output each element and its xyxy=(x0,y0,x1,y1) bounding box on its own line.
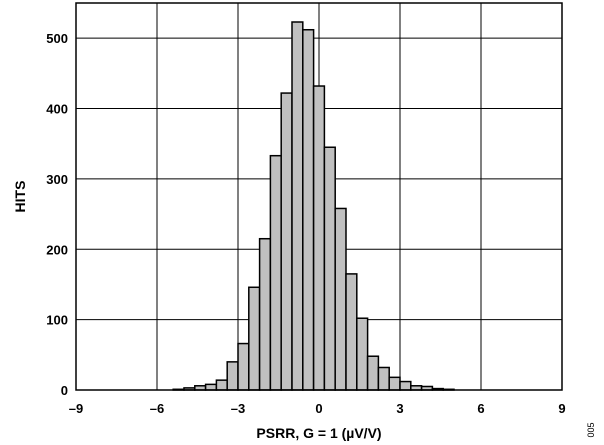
y-tick-label: 0 xyxy=(61,383,68,398)
x-axis-title: PSRR, G = 1 (µV/V) xyxy=(256,425,381,441)
histogram-bar xyxy=(204,383,218,391)
y-tick-label: 500 xyxy=(46,31,68,46)
y-tick-label: 300 xyxy=(46,172,68,187)
y-tick-label: 100 xyxy=(46,313,68,328)
histogram-bar xyxy=(215,379,228,391)
x-tick-label: –3 xyxy=(231,401,245,416)
histogram-bar xyxy=(356,317,369,391)
x-tick-label: –9 xyxy=(69,401,83,416)
figure-id: 005 xyxy=(586,422,596,437)
histogram-bar xyxy=(291,21,304,391)
x-tick-label: 6 xyxy=(477,401,484,416)
histogram-bar xyxy=(366,355,380,391)
histogram-bar xyxy=(280,92,293,391)
histogram-bar xyxy=(388,376,401,391)
histogram-bar xyxy=(334,207,347,391)
histogram-bar xyxy=(269,154,282,391)
histogram-bar xyxy=(258,237,272,391)
histogram-bar xyxy=(302,28,315,391)
plot-frame xyxy=(75,2,563,391)
y-tick-label: 200 xyxy=(46,242,68,257)
y-axis-title: HITS xyxy=(12,181,28,213)
histogram-bar xyxy=(345,273,358,391)
x-tick-labels: –9 –6 –3 0 3 6 9 xyxy=(69,401,566,416)
histogram-bar xyxy=(323,146,336,391)
grid-lines xyxy=(75,3,563,391)
histogram-bar xyxy=(399,380,412,391)
histogram-bar xyxy=(312,85,326,391)
x-tick-label: 3 xyxy=(396,401,403,416)
y-tick-label: 400 xyxy=(46,102,68,117)
histogram-bar xyxy=(237,342,250,391)
x-tick-label: 0 xyxy=(315,401,322,416)
histogram-bar xyxy=(248,286,261,391)
histogram-bars xyxy=(172,21,455,391)
x-tick-label: –6 xyxy=(150,401,164,416)
x-tick-label: 9 xyxy=(558,401,565,416)
histogram-bar xyxy=(226,361,239,391)
histogram-bar xyxy=(377,366,390,391)
y-tick-labels: 0 100 200 300 400 500 xyxy=(46,31,68,398)
